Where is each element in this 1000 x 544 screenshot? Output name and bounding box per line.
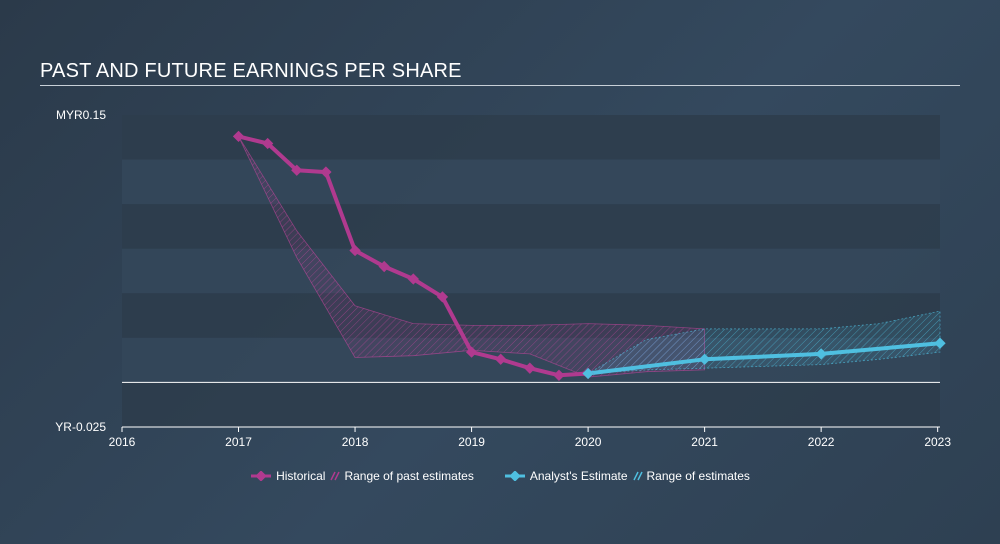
estimate-swatch-icon (504, 471, 525, 481)
x-tick-label: 2017 (225, 435, 252, 449)
legend-estimate[interactable]: Analyst's Estimate (504, 469, 628, 483)
historical-point (291, 164, 303, 176)
plot-band (122, 159, 940, 205)
x-tick-label: 2018 (342, 435, 369, 449)
historical-swatch-icon (251, 471, 272, 481)
estimate-line (586, 341, 942, 376)
x-tick-label: 2019 (458, 435, 485, 449)
historical-point (378, 260, 390, 273)
estimate-point (815, 348, 827, 360)
y-tick-label: YR-0.025 (55, 420, 106, 434)
x-tick-label: 2020 (575, 435, 602, 449)
historical-point (465, 346, 478, 358)
estimate-point (582, 367, 594, 380)
plot-band (122, 115, 940, 160)
legend-past-range[interactable]: Range of past estimates (330, 469, 474, 483)
historical-point (553, 369, 565, 381)
historical-point (407, 273, 419, 285)
historical-point (524, 362, 536, 374)
plot-band (122, 382, 940, 427)
historical-point (232, 130, 245, 143)
legend-historical[interactable]: Historical (250, 469, 325, 483)
x-tick-label: 2021 (691, 435, 718, 449)
legend: Historical Range of past estimates Analy… (0, 469, 1000, 483)
past-range-swatch-icon (330, 471, 341, 481)
estimate-point (934, 337, 946, 349)
legend-future-range-label: Range of estimates (646, 469, 750, 483)
legend-group-past: Historical Range of past estimates (250, 469, 474, 483)
axes (121, 381, 940, 432)
plot-band (122, 204, 940, 249)
legend-estimate-label: Analyst's Estimate (529, 469, 628, 483)
x-tick-label: 2022 (808, 435, 835, 449)
historical-point (436, 291, 449, 303)
plot-band (122, 248, 940, 294)
tick-labels: 2016 2017 2018 2019 2020 2021 2022 2023 MYR0.15 Y… (55, 108, 951, 449)
plot-background (122, 115, 940, 427)
chart-title: PAST AND FUTURE EARNINGS PER SHARE (40, 60, 462, 82)
y-tick-label: MYR0.15 (56, 108, 106, 122)
future-estimates-range (587, 310, 941, 374)
estimate-point (698, 353, 711, 365)
series-points (232, 130, 946, 381)
title-divider (40, 85, 960, 86)
legend-future-range[interactable]: Range of estimates (632, 469, 750, 483)
legend-past-range-label: Range of past estimates (344, 469, 474, 483)
historical-point (261, 137, 274, 150)
x-tick-label: 2016 (109, 435, 136, 449)
estimate-ranges (238, 136, 941, 378)
historical-point (495, 353, 507, 365)
legend-group-future: Analyst's Estimate Range of estimates (504, 469, 750, 483)
x-tick-label: 2023 (924, 435, 951, 449)
historical-point (349, 244, 361, 257)
future-range-swatch-icon (632, 471, 643, 481)
historical-point (320, 166, 332, 178)
legend-historical-label: Historical (276, 469, 326, 483)
